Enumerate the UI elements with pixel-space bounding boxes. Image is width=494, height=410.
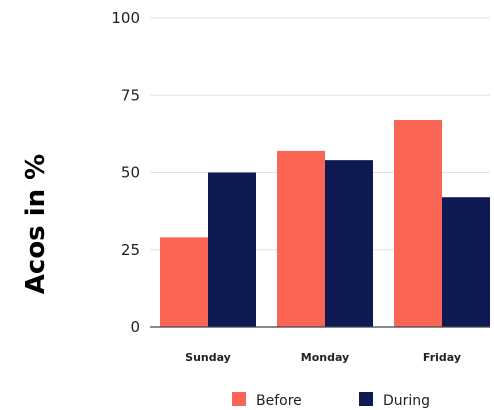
- y-axis-label: Acos in %: [21, 154, 51, 294]
- bar-during-monday: [325, 160, 373, 327]
- bars: [160, 119, 490, 327]
- y-tick-label-0: 0: [130, 318, 140, 336]
- legend-label-during: During: [383, 393, 430, 409]
- legend: Before During: [232, 392, 430, 409]
- bar-during-sunday: [208, 172, 256, 327]
- category-label-friday: Friday: [423, 351, 461, 364]
- y-tick-label-100: 100: [111, 9, 140, 27]
- bar-before-friday: [394, 119, 442, 327]
- y-tick-label-25: 25: [121, 241, 140, 259]
- bar-during-friday: [442, 197, 490, 327]
- category-labels: Sunday Monday Friday: [185, 351, 461, 364]
- y-tick-labels: 0 25 50 75 100: [111, 9, 140, 336]
- y-tick-label-50: 50: [121, 164, 140, 182]
- legend-label-before: Before: [256, 393, 302, 409]
- category-label-sunday: Sunday: [185, 351, 231, 364]
- legend-swatch-during: [359, 392, 373, 406]
- category-label-monday: Monday: [301, 351, 349, 364]
- y-tick-label-75: 75: [121, 86, 140, 104]
- bar-before-monday: [277, 150, 325, 327]
- bar-before-sunday: [160, 237, 208, 327]
- legend-swatch-before: [232, 392, 246, 406]
